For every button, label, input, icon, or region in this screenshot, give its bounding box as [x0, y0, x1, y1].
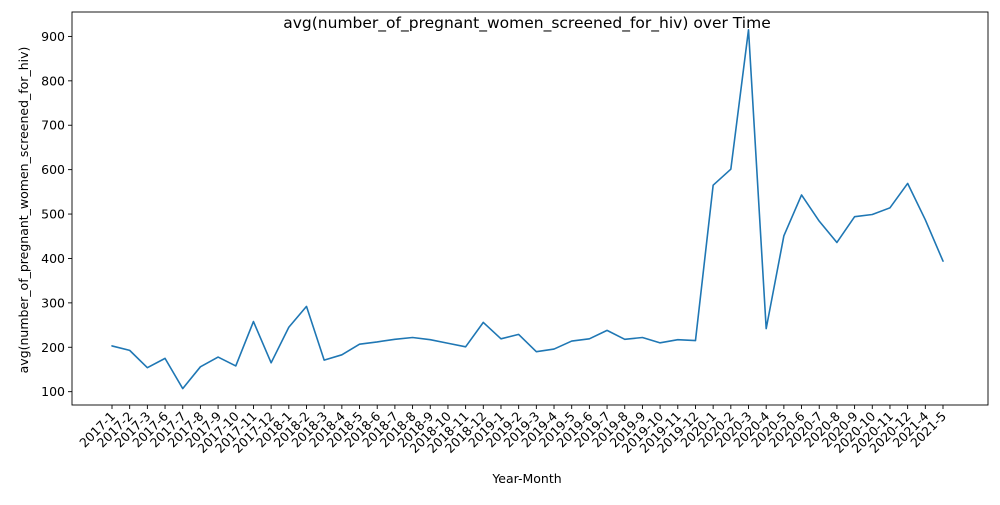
- data-point: [270, 362, 272, 364]
- data-point: [677, 339, 679, 341]
- data-point: [182, 387, 184, 389]
- data-point: [712, 184, 714, 186]
- data-point: [164, 357, 166, 359]
- data-point: [765, 327, 767, 329]
- data-point: [235, 365, 237, 367]
- chart-title: avg(number_of_pregnant_women_screened_fo…: [283, 14, 771, 33]
- y-tick-label: 400: [41, 251, 65, 266]
- x-axis: 2017-12017-22017-32017-62017-72017-82017…: [76, 405, 949, 456]
- data-point: [641, 336, 643, 338]
- data-point: [818, 220, 820, 222]
- y-tick-label: 300: [41, 295, 65, 310]
- data-point: [730, 168, 732, 170]
- data-point: [924, 219, 926, 221]
- y-tick-label: 700: [41, 118, 65, 133]
- y-tick-label: 800: [41, 73, 65, 88]
- data-point: [128, 349, 130, 351]
- data-point: [252, 320, 254, 322]
- data-point: [288, 326, 290, 328]
- data-point: [624, 338, 626, 340]
- y-tick-label: 200: [41, 340, 65, 355]
- data-point: [783, 235, 785, 237]
- data-point: [341, 354, 343, 356]
- data-point: [464, 346, 466, 348]
- data-point: [323, 359, 325, 361]
- y-tick-label: 600: [41, 162, 65, 177]
- data-point: [659, 342, 661, 344]
- data-point: [447, 342, 449, 344]
- data-point: [906, 182, 908, 184]
- data-point: [358, 343, 360, 345]
- data-point: [942, 260, 944, 262]
- data-point: [199, 366, 201, 368]
- x-axis-label: Year-Month: [491, 471, 561, 486]
- data-point: [394, 338, 396, 340]
- series-line: [111, 28, 944, 390]
- data-point: [376, 341, 378, 343]
- data-point: [146, 366, 148, 368]
- data-point: [535, 351, 537, 353]
- plot-area: [111, 28, 944, 390]
- data-point: [305, 305, 307, 307]
- data-point: [553, 348, 555, 350]
- data-point: [517, 333, 519, 335]
- data-point: [747, 29, 749, 31]
- data-point: [571, 340, 573, 342]
- data-point: [482, 321, 484, 323]
- data-point: [429, 339, 431, 341]
- y-axis-label: avg(number_of_pregnant_women_screened_fo…: [16, 47, 31, 374]
- y-tick-label: 500: [41, 207, 65, 222]
- data-point: [411, 336, 413, 338]
- data-point: [500, 338, 502, 340]
- data-point: [871, 213, 873, 215]
- y-tick-label: 100: [41, 384, 65, 399]
- plot-frame: [71, 11, 989, 406]
- data-point: [694, 339, 696, 341]
- y-axis: 100 200 300 400 500 600 700 800 900: [41, 29, 72, 399]
- data-point: [588, 338, 590, 340]
- data-point: [217, 356, 219, 358]
- data-point: [606, 329, 608, 331]
- data-point: [800, 194, 802, 196]
- data-point: [836, 241, 838, 243]
- y-tick-label: 900: [41, 29, 65, 44]
- data-point: [889, 207, 891, 209]
- data-point: [111, 345, 113, 347]
- data-point: [853, 216, 855, 218]
